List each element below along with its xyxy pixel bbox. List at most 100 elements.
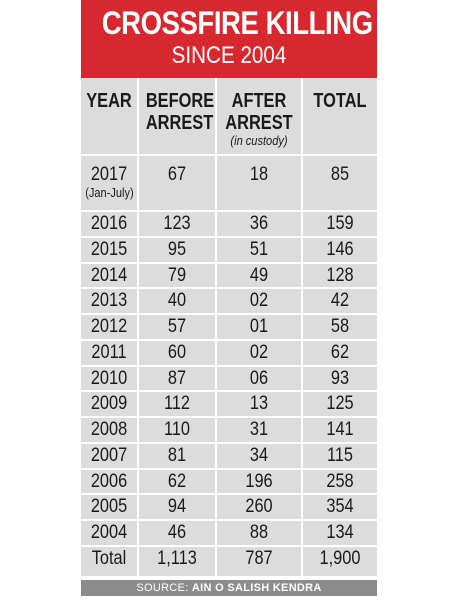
source-prefix: SOURCE: <box>136 582 192 594</box>
year-cell-value: 2007 <box>90 444 128 466</box>
year-cell: 2004 <box>81 521 139 545</box>
total-cell: 258 <box>303 470 377 494</box>
after-arrest-cell-value: 02 <box>249 290 269 312</box>
after-arrest-cell: 01 <box>217 315 303 339</box>
table-row: 2009 112 13 125 <box>81 392 377 418</box>
before-arrest-cell-value: 123 <box>163 213 191 234</box>
after-arrest-cell-value: 13 <box>249 393 269 415</box>
after-arrest-cell: 13 <box>217 392 303 416</box>
after-arrest-cell: 49 <box>217 263 303 288</box>
year-cell-value: 2016 <box>90 213 128 234</box>
before-arrest-cell-value: 57 <box>167 316 187 337</box>
year-cell: 2017 (Jan-July) <box>81 156 139 210</box>
before-arrest-cell-value: 67 <box>167 164 187 185</box>
header-after-line2: ARREST <box>225 112 293 134</box>
before-arrest-cell: 95 <box>139 237 217 262</box>
before-arrest-cell: 60 <box>139 340 217 365</box>
year-cell-value: 2009 <box>90 393 128 415</box>
before-arrest-cell: 40 <box>139 289 217 313</box>
table-row: 2017 (Jan-July) 67 18 85 <box>81 156 377 212</box>
after-arrest-cell: 02 <box>217 340 303 365</box>
table-row: 2012 57 01 58 <box>81 315 377 341</box>
total-cell: 115 <box>303 444 377 468</box>
total-cell: 125 <box>303 392 377 416</box>
total-cell-value: 354 <box>326 496 354 518</box>
year-cell: 2013 <box>81 289 139 313</box>
year-cell-value: 2005 <box>90 496 128 518</box>
year-cell: 2014 <box>81 263 139 288</box>
header-after-line1: AFTER <box>231 90 287 112</box>
year-cell: 2007 <box>81 443 139 468</box>
year-cell: 2010 <box>81 366 139 391</box>
header-after-note: (in custody) <box>230 133 288 148</box>
after-arrest-cell-value: 02 <box>249 341 269 363</box>
after-arrest-cell: 31 <box>217 418 303 442</box>
after-arrest-cell: 787 <box>217 546 303 576</box>
source-line: SOURCE: AIN O SALISH KENDRA <box>81 580 377 596</box>
header-after-arrest: AFTER ARREST (in custody) <box>217 78 303 154</box>
after-arrest-cell-value: 18 <box>249 164 269 185</box>
after-arrest-cell: 36 <box>217 212 303 236</box>
total-cell: 128 <box>303 264 377 288</box>
after-arrest-cell-value: 260 <box>245 496 273 518</box>
after-arrest-cell-value: 31 <box>249 419 269 440</box>
total-cell-value: 159 <box>326 213 354 234</box>
total-cell-value: 258 <box>326 470 354 492</box>
before-arrest-cell-value: 60 <box>167 341 187 363</box>
year-cell-value: 2015 <box>90 238 128 260</box>
before-arrest-cell-value: 46 <box>167 522 187 543</box>
before-arrest-cell-value: 112 <box>163 393 191 415</box>
before-arrest-cell: 87 <box>139 366 217 391</box>
table-row: 2010 87 06 93 <box>81 366 377 393</box>
table-row: 2016 123 36 159 <box>81 212 377 238</box>
year-cell-value: 2014 <box>90 264 128 286</box>
year-note: (Jan-July) <box>85 185 134 200</box>
total-cell: 141 <box>303 418 377 442</box>
after-arrest-cell-value: 01 <box>249 316 269 337</box>
total-cell: 134 <box>303 521 377 545</box>
total-cell-value: 42 <box>330 290 350 312</box>
year-cell: 2005 <box>81 495 139 519</box>
table-row: 2008 110 31 141 <box>81 418 377 444</box>
before-arrest-cell: 67 <box>139 156 217 210</box>
table-row: 2013 40 02 42 <box>81 289 377 315</box>
header-before-line1: BEFORE <box>145 90 215 112</box>
before-arrest-cell-value: 1,113 <box>157 547 197 569</box>
table-row: 2007 81 34 115 <box>81 443 377 470</box>
crossfire-card: CROSSFIRE KILLING SINCE 2004 YEAR BEFORE… <box>81 0 377 600</box>
after-arrest-cell: 51 <box>217 237 303 262</box>
table-row: 2006 62 196 258 <box>81 469 377 496</box>
total-cell: 62 <box>303 341 377 365</box>
total-cell-value: 85 <box>330 164 350 185</box>
total-cell: 42 <box>303 289 377 313</box>
total-cell-value: 146 <box>326 238 354 260</box>
before-arrest-cell: 110 <box>139 418 217 442</box>
source-name: AIN O SALISH KENDRA <box>191 582 322 594</box>
data-table: YEAR BEFORE ARREST AFTER ARREST (in cust… <box>81 78 377 576</box>
total-cell: 58 <box>303 315 377 339</box>
before-arrest-cell-value: 62 <box>167 470 187 492</box>
total-cell-value: 134 <box>326 522 354 543</box>
before-arrest-cell-value: 95 <box>167 238 187 260</box>
title-banner: CROSSFIRE KILLING SINCE 2004 <box>81 0 377 78</box>
before-arrest-cell-value: 81 <box>167 444 187 466</box>
after-arrest-cell-value: 196 <box>245 470 273 492</box>
year-cell-value: 2012 <box>90 316 128 337</box>
header-before-arrest: BEFORE ARREST <box>139 78 217 154</box>
year-cell-value: 2013 <box>90 290 128 312</box>
after-arrest-cell: 196 <box>217 469 303 494</box>
total-cell-value: 93 <box>330 367 350 389</box>
total-cell-value: 125 <box>326 393 354 415</box>
before-arrest-cell-value: 110 <box>163 419 191 440</box>
after-arrest-cell-value: 06 <box>249 367 269 389</box>
before-arrest-cell: 1,113 <box>139 546 217 576</box>
year-cell-value: 2006 <box>90 470 128 492</box>
header-total: TOTAL <box>303 78 377 154</box>
header-year-label: YEAR <box>86 90 132 112</box>
chart-subtitle: SINCE 2004 <box>171 42 287 69</box>
after-arrest-cell-value: 88 <box>249 522 269 543</box>
header-total-label: TOTAL <box>313 90 367 112</box>
total-cell-value: 1,900 <box>319 547 361 569</box>
after-arrest-cell-value: 34 <box>249 444 269 466</box>
year-cell-value: 2017 <box>90 164 128 185</box>
